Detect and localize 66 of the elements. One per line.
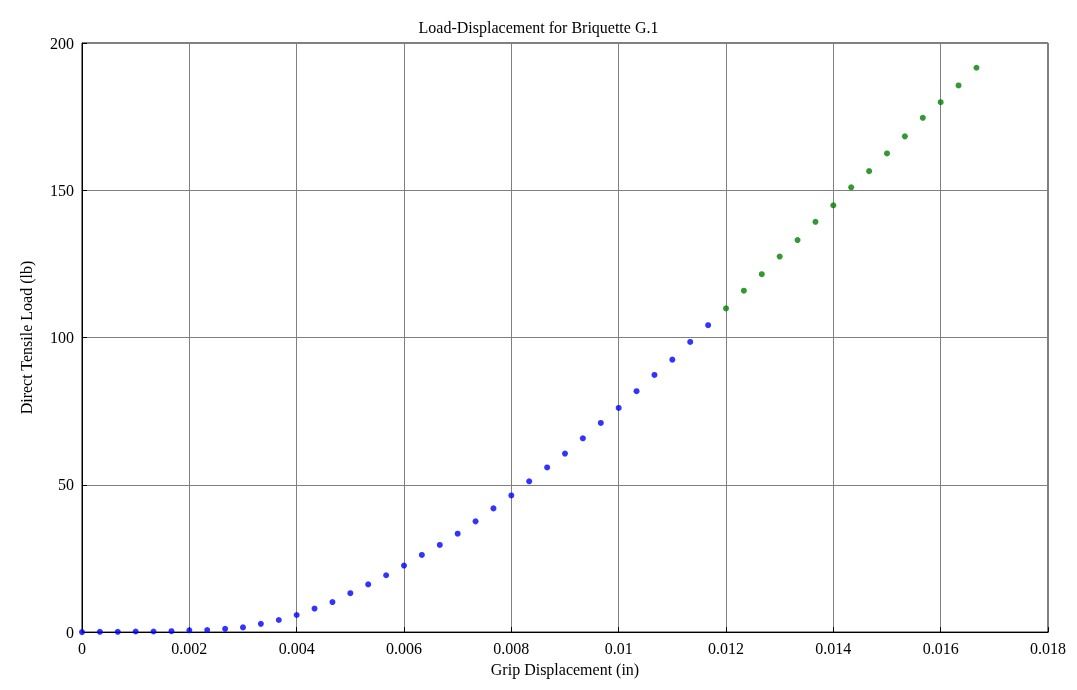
y-axis-title: Direct Tensile Load (lb) — [17, 260, 36, 415]
chart-title: Load-Displacement for Briquette G.1 — [418, 18, 659, 37]
x-tick-label: 0 — [78, 639, 86, 657]
point — [168, 628, 175, 635]
point — [436, 541, 443, 548]
point — [884, 150, 890, 157]
point — [150, 628, 157, 635]
point — [794, 237, 801, 244]
point — [973, 64, 980, 71]
x-tick-label: 0.012 — [708, 639, 744, 657]
y-tick-label: 50 — [58, 476, 74, 494]
y-tick-label: 200 — [50, 34, 74, 52]
point — [257, 620, 264, 627]
point — [96, 628, 103, 635]
x-tick-label: 0.006 — [386, 639, 422, 657]
point — [758, 271, 765, 278]
point — [705, 322, 712, 329]
point — [293, 612, 300, 619]
point — [222, 625, 229, 632]
point — [383, 572, 390, 579]
point — [275, 617, 282, 624]
y-tick-label: 150 — [50, 181, 74, 199]
x-tick-label: 0.018 — [1030, 639, 1066, 657]
point — [526, 478, 533, 485]
point — [651, 371, 658, 378]
point — [615, 404, 622, 411]
point — [740, 287, 747, 294]
point — [633, 388, 640, 395]
point — [776, 253, 783, 260]
point — [490, 505, 497, 512]
point — [204, 627, 211, 634]
point — [401, 562, 407, 569]
point — [848, 184, 855, 191]
x-tick-label: 0.016 — [922, 639, 959, 657]
point — [937, 99, 944, 106]
x-tick-label: 0.008 — [493, 639, 530, 657]
point — [866, 168, 873, 175]
x-tick-label: 0.004 — [278, 639, 315, 657]
y-tick-label: 0 — [66, 623, 74, 641]
x-tick-label: 0.01 — [604, 639, 633, 657]
point — [544, 464, 551, 471]
point — [132, 628, 139, 635]
point — [418, 551, 425, 558]
point — [919, 114, 926, 121]
point — [723, 305, 729, 312]
point — [830, 202, 837, 209]
point — [365, 581, 372, 588]
point — [311, 605, 318, 612]
point — [347, 590, 354, 597]
x-tick-label: 0.002 — [171, 639, 208, 657]
point — [669, 356, 676, 363]
point — [597, 419, 604, 426]
point — [329, 599, 336, 606]
x-tick-label: 0.014 — [815, 639, 852, 657]
point — [240, 624, 246, 631]
point — [579, 435, 586, 442]
point — [812, 218, 819, 225]
point — [901, 133, 908, 140]
point — [687, 338, 694, 345]
point — [454, 530, 461, 537]
point — [114, 628, 121, 635]
x-axis-title: Grip Displacement (in) — [490, 660, 640, 679]
point — [508, 492, 515, 499]
point — [955, 82, 962, 89]
point — [562, 450, 568, 457]
y-tick-label: 100 — [50, 329, 74, 347]
